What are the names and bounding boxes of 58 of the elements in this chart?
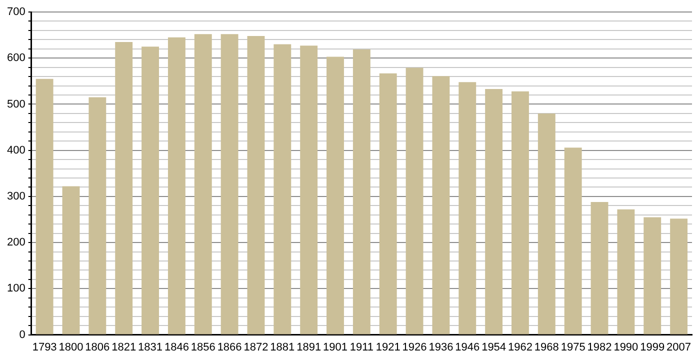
x-tick-label: 1975 bbox=[560, 341, 586, 354]
x-tick-label: 2007 bbox=[666, 341, 692, 354]
bar bbox=[247, 36, 265, 334]
x-tick-label: 1990 bbox=[614, 341, 638, 354]
x-tick-label: 1926 bbox=[402, 341, 427, 354]
bar bbox=[406, 68, 424, 334]
x-tick-label: 1968 bbox=[534, 341, 559, 354]
x-tick-label: 1901 bbox=[323, 341, 348, 354]
x-tick-label: 1936 bbox=[428, 341, 454, 354]
bar bbox=[485, 89, 503, 334]
bar bbox=[538, 113, 556, 334]
bar bbox=[300, 46, 318, 334]
x-tick-label: 1806 bbox=[85, 341, 110, 354]
bar bbox=[168, 37, 186, 334]
bar bbox=[617, 209, 635, 334]
x-tick-label: 1831 bbox=[138, 341, 163, 354]
bar bbox=[220, 34, 238, 334]
x-tick-label: 1866 bbox=[217, 341, 242, 354]
bar bbox=[36, 78, 54, 334]
bar bbox=[458, 82, 476, 334]
bar bbox=[194, 34, 212, 334]
bar bbox=[352, 49, 370, 334]
x-tick-label: 1846 bbox=[164, 341, 189, 354]
x-tick-label: 1891 bbox=[296, 341, 322, 354]
x-tick-label: 1999 bbox=[640, 341, 665, 354]
bar bbox=[644, 217, 662, 334]
y-tick-label: 100 bbox=[6, 282, 26, 295]
bar bbox=[670, 218, 688, 334]
bar bbox=[326, 56, 344, 334]
bar bbox=[379, 73, 397, 334]
bar bbox=[88, 97, 106, 334]
x-tick-label: 1881 bbox=[270, 341, 295, 354]
bar bbox=[142, 46, 159, 334]
y-tick-label: 200 bbox=[6, 236, 26, 249]
bar bbox=[590, 202, 608, 334]
bar bbox=[432, 76, 450, 334]
y-tick-label: 300 bbox=[6, 190, 26, 202]
x-tick-label: 1962 bbox=[508, 341, 532, 354]
x-tick-label: 1911 bbox=[350, 341, 374, 354]
bar bbox=[274, 44, 292, 334]
y-tick-label: 500 bbox=[6, 98, 26, 110]
x-tick-label: 1800 bbox=[58, 341, 84, 354]
x-tick-label: 1821 bbox=[112, 341, 136, 354]
x-tick-label: 1982 bbox=[587, 341, 612, 354]
bar bbox=[62, 186, 80, 334]
x-tick-label: 1946 bbox=[455, 341, 480, 354]
y-tick-label: 0 bbox=[19, 328, 26, 341]
x-tick-label: 1856 bbox=[190, 341, 216, 354]
y-tick-label: 600 bbox=[6, 52, 26, 64]
y-tick-label: 700 bbox=[6, 6, 26, 18]
x-tick-label: 1793 bbox=[32, 341, 57, 354]
y-tick-label: 400 bbox=[6, 144, 26, 156]
x-tick-label: 1954 bbox=[482, 341, 506, 354]
bar bbox=[564, 148, 582, 334]
x-tick-label: 1872 bbox=[244, 341, 268, 354]
bar bbox=[512, 91, 529, 334]
bar bbox=[115, 42, 133, 334]
x-tick-label: 1921 bbox=[376, 341, 400, 354]
